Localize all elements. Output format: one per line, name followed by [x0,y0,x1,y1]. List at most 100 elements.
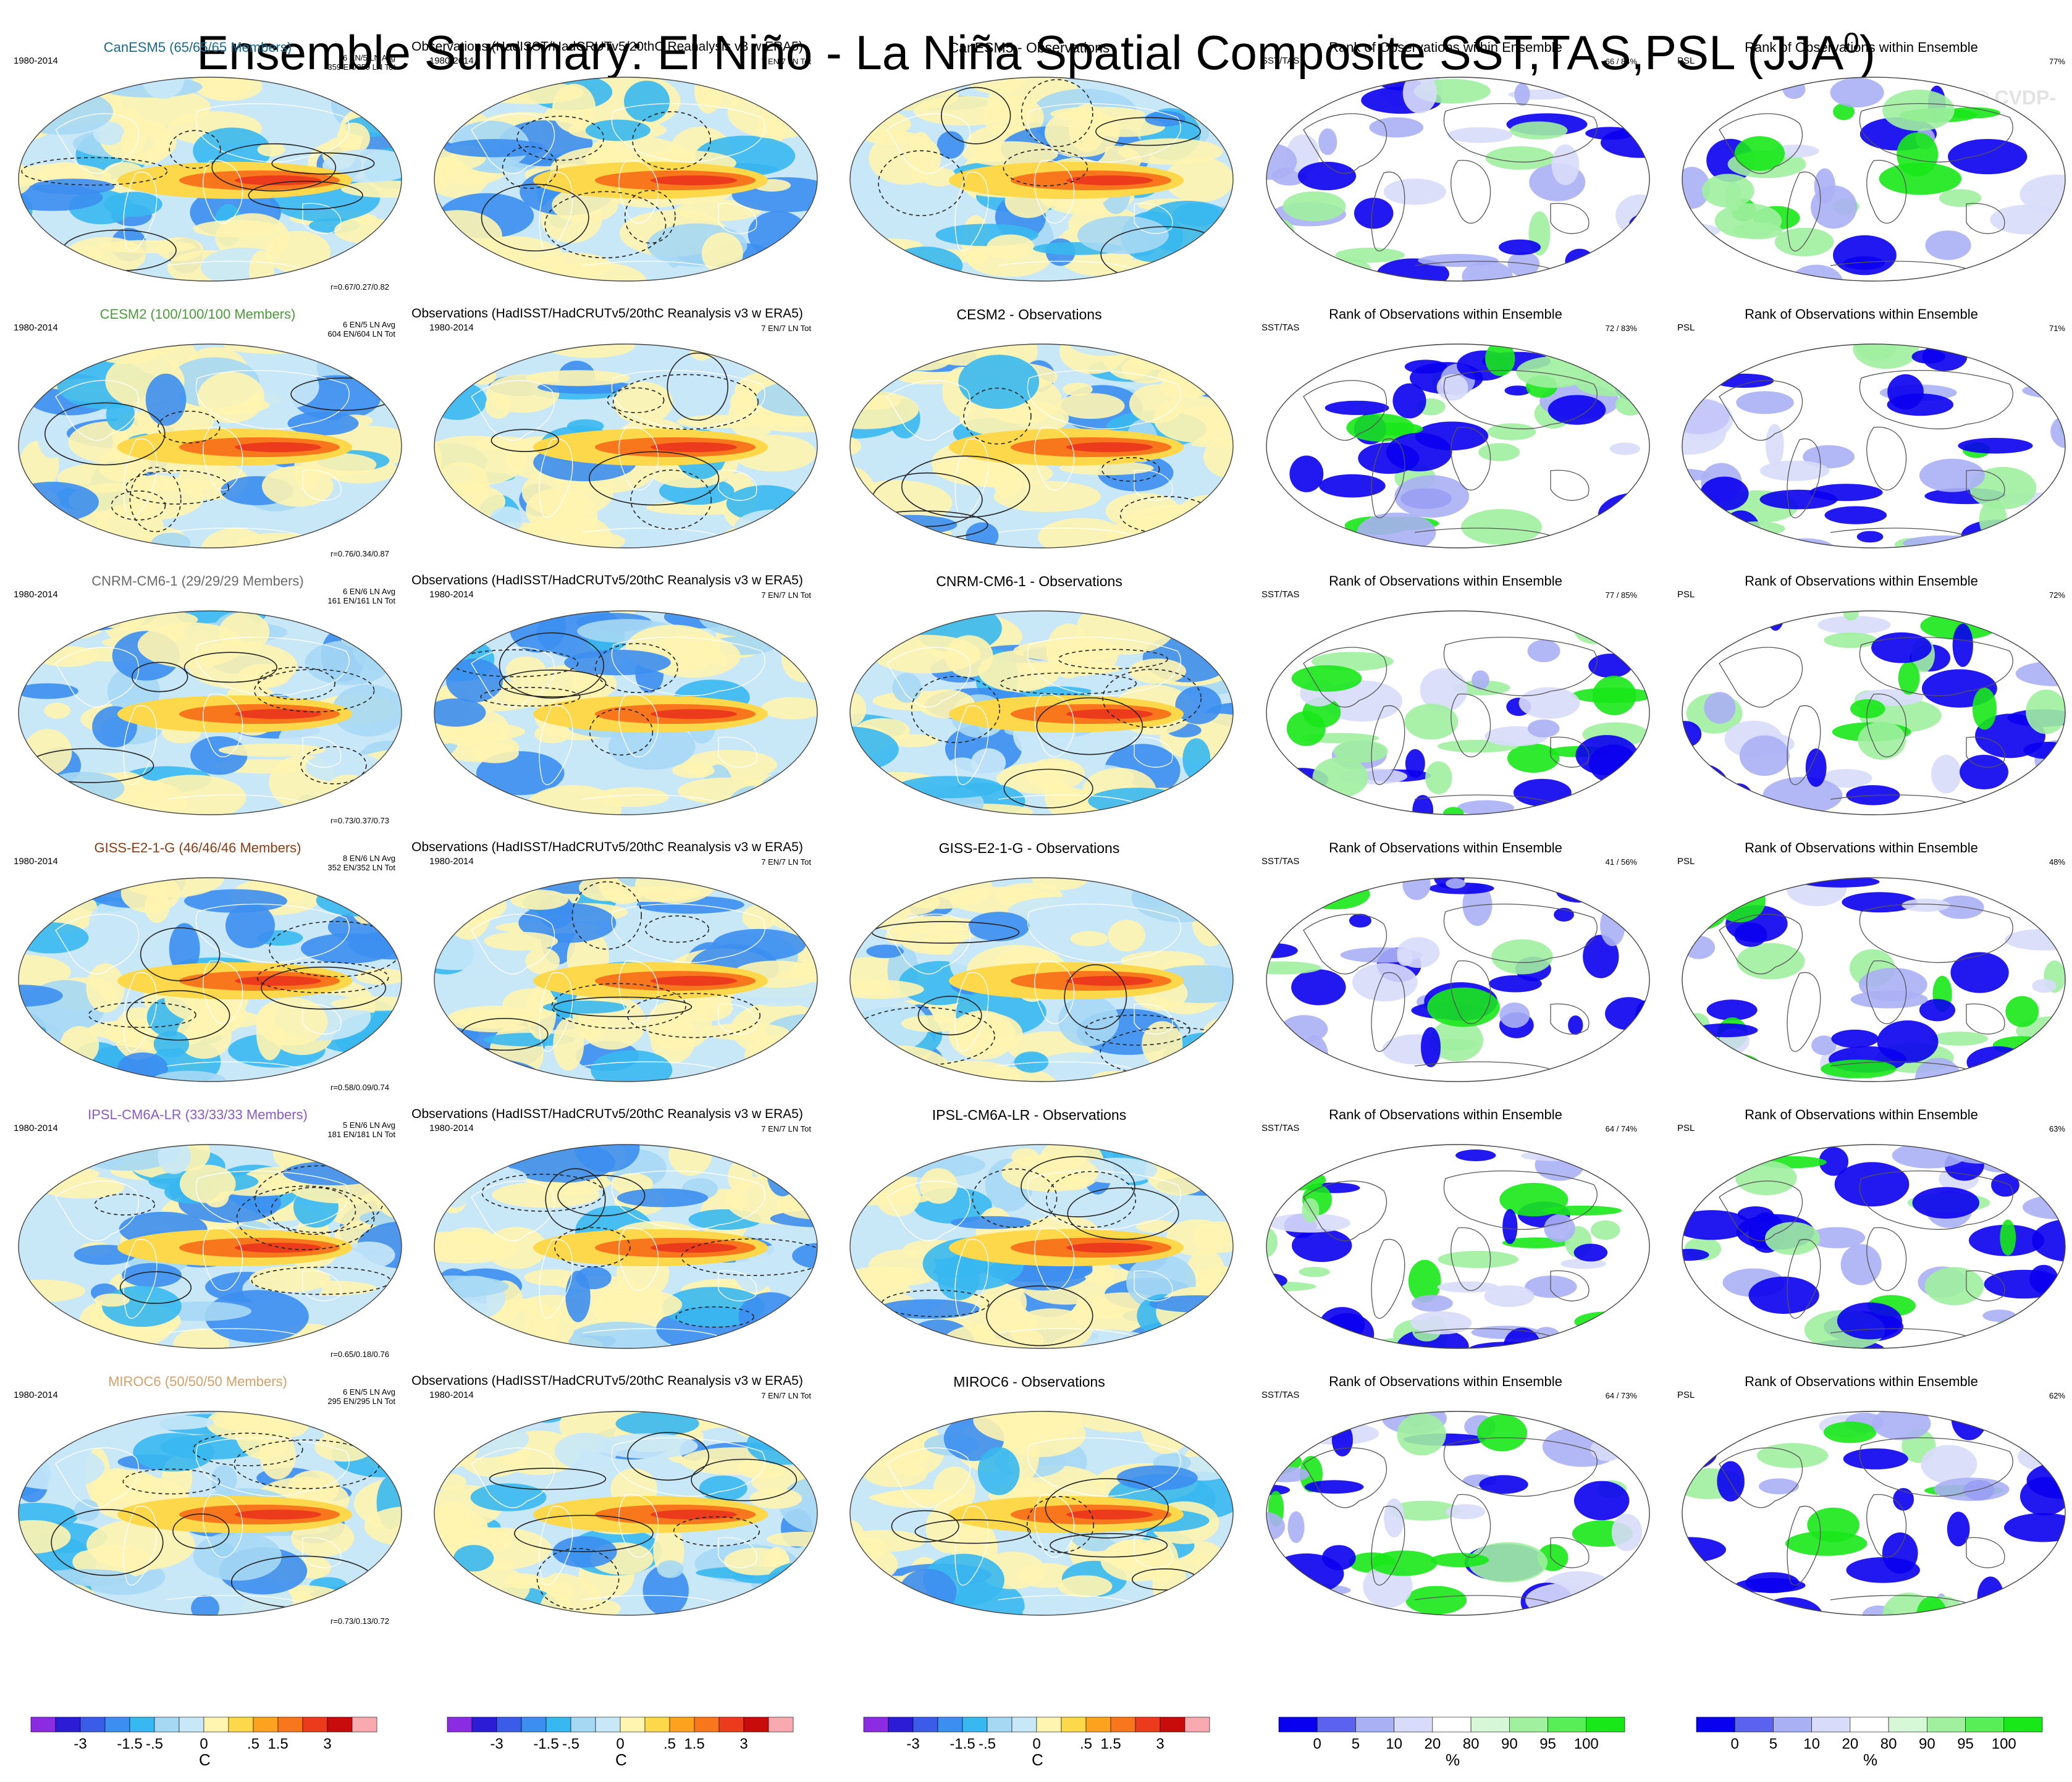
model-title: MIROC6 (50/50/50 Members) [108,1374,287,1389]
colorbar-swatch [545,1717,571,1733]
colorbar-tick-label: 0 [1730,1736,1739,1752]
colorbar-swatch [1927,1717,1966,1733]
rank-sst-panel: Rank of Observations within Ensemble SST/… [1254,285,1662,551]
period-label: 1980-2014 [14,589,58,600]
rank-percent: 63% [2049,1124,2065,1133]
rank-title: Rank of Observations within Ensemble [1745,573,1978,589]
colorbar-swatch [447,1717,473,1733]
diff-panel: CNRM-CM6-1 - Observations [838,552,1245,818]
colorbar-tick-label: 20 [1424,1736,1441,1752]
obs-panel: Observations (HadISST/HadCRUTv5/20thC Re… [411,19,830,284]
rank-sst-panel: Rank of Observations within Ensemble SST/… [1254,819,1662,1085]
ensemble-info: 6 EN/5 LN Avg 604 EN/604 LN Tot [327,320,395,338]
obs-title: Observations (HadISST/HadCRUTv5/20thC Re… [411,1107,803,1121]
colorbar-swatch [1011,1717,1037,1733]
rank-percent: 77% [2049,57,2065,66]
rank-variable-label: SST/TAS [1261,1390,1300,1400]
colorbar-tick-label: 90 [1501,1736,1518,1752]
rank-psl-panel: Rank of Observations within Ensemble PSL 4… [1670,819,2072,1085]
colorbar-tick-label: -3 [906,1736,920,1752]
rank-percent: 77 / 85% [1605,590,1637,600]
colorbar-swatch [228,1717,254,1733]
colorbar-tick-label: 1.5 [1100,1736,1121,1752]
colorbar-tick-label: -.5 [562,1736,579,1752]
pattern-correlation: r=0.76/0.34/0.87 [330,549,389,558]
model-panel: IPSL-CM6A-LR (33/33/33 Members) 1980-2014… [6,1086,414,1359]
model-composite-map [18,77,402,282]
difference-map [849,1144,1234,1349]
colorbar-swatch [179,1717,204,1733]
diff-title: CESM2 - Observations [956,306,1102,322]
rank-sst-map [1266,343,1650,548]
rank-variable-label: SST/TAS [1261,856,1300,867]
colorbar-swatch [1085,1717,1111,1733]
figure-title: Ensemble Summary: El Niño - La Niña Spat… [196,25,1876,80]
colorbar-tick-label: 3 [1156,1736,1164,1752]
colorbar-unit: % [1863,1750,1878,1769]
diff-title: MIROC6 - Observations [953,1374,1105,1390]
period-label: 1980-2014 [429,856,474,867]
period-label: 1980-2014 [14,56,58,66]
difference-map [849,1411,1234,1616]
colorbar-unit: C [1032,1750,1043,1769]
rank-title: Rank of Observations within Ensemble [1329,1107,1562,1122]
colorbar-swatch [1184,1717,1210,1733]
rank-sst-map [1266,877,1650,1082]
obs-composite-map [434,77,818,282]
rank-psl-panel: Rank of Observations within Ensemble PSL 6… [1670,1353,2072,1618]
period-label: 1980-2014 [14,322,58,333]
rank-colorbar [1696,1717,2043,1733]
rank-variable-label: SST/TAS [1261,1123,1300,1133]
rank-variable-label: PSL [1677,589,1695,600]
model-title: CNRM-CM6-1 (29/29/29 Members) [91,573,304,589]
model-title: CanESM5 (65/65/65 Members) [103,40,292,55]
rank-sst-panel: Rank of Observations within Ensemble SST/… [1254,1086,1662,1351]
ensemble-info: 6 EN/6 LN Avg 161 EN/161 LN Tot [327,587,395,605]
obs-title: Observations (HadISST/HadCRUTv5/20thC Re… [411,40,803,54]
model-title: CESM2 (100/100/100 Members) [99,306,296,322]
rank-psl-map [1682,610,2066,815]
difference-map [849,610,1234,815]
rank-title: Rank of Observations within Ensemble [1745,1107,1978,1122]
colorbar-swatch [2003,1717,2043,1733]
colorbar-swatch [1509,1717,1548,1733]
colorbar-swatch [1696,1717,1735,1733]
rank-psl-map [1682,77,2066,282]
rank-variable-label: SST/TAS [1261,589,1300,600]
colorbar-swatch [768,1717,794,1733]
colorbar-swatch [937,1717,963,1733]
colorbar-tick-label: .5 [1079,1736,1092,1752]
obs-composite-map [434,1144,818,1349]
colorbar-tick-label: -.5 [978,1736,996,1752]
rank-title: Rank of Observations within Ensemble [1329,840,1562,855]
period-label: 1980-2014 [429,56,474,66]
colorbar-swatch [1110,1717,1136,1733]
diff-panel: IPSL-CM6A-LR - Observations [838,1086,1245,1351]
rank-title: Rank of Observations within Ensemble [1745,1374,1978,1389]
colorbar-swatch [718,1717,744,1733]
rank-percent: 66 / 84% [1605,57,1637,66]
rank-psl-map [1682,1411,2066,1616]
obs-panel: Observations (HadISST/HadCRUTv5/20thC Re… [411,285,830,551]
colorbar-swatch [471,1717,497,1733]
colorbar-swatch [570,1717,596,1733]
rank-variable-label: PSL [1677,1390,1695,1400]
period-label: 1980-2014 [14,1390,58,1400]
colorbar-swatch [496,1717,522,1733]
rank-title: Rank of Observations within Ensemble [1745,40,1978,55]
obs-title: Observations (HadISST/HadCRUTv5/20thC Re… [411,306,803,321]
colorbar-tick-label: 0 [200,1736,208,1752]
obs-composite-map [434,1411,818,1616]
colorbar-swatch [1811,1717,1851,1733]
ensemble-info: 5 EN/6 LN Avg 181 EN/181 LN Tot [327,1120,395,1139]
colorbar-tick-label: 1.5 [267,1736,288,1752]
model-composite-map [18,343,402,548]
period-label: 1980-2014 [14,856,58,867]
colorbar-tick-label: 95 [1539,1736,1556,1752]
rank-psl-panel: Rank of Observations within Ensemble PSL 7… [1670,552,2072,818]
colorbar-tick-label: 90 [1918,1736,1935,1752]
colorbar-swatch [1355,1717,1394,1733]
rank-percent: 41 / 56% [1605,857,1637,867]
anomaly-colorbar [30,1717,377,1733]
colorbar-tick-label: 10 [1386,1736,1402,1752]
